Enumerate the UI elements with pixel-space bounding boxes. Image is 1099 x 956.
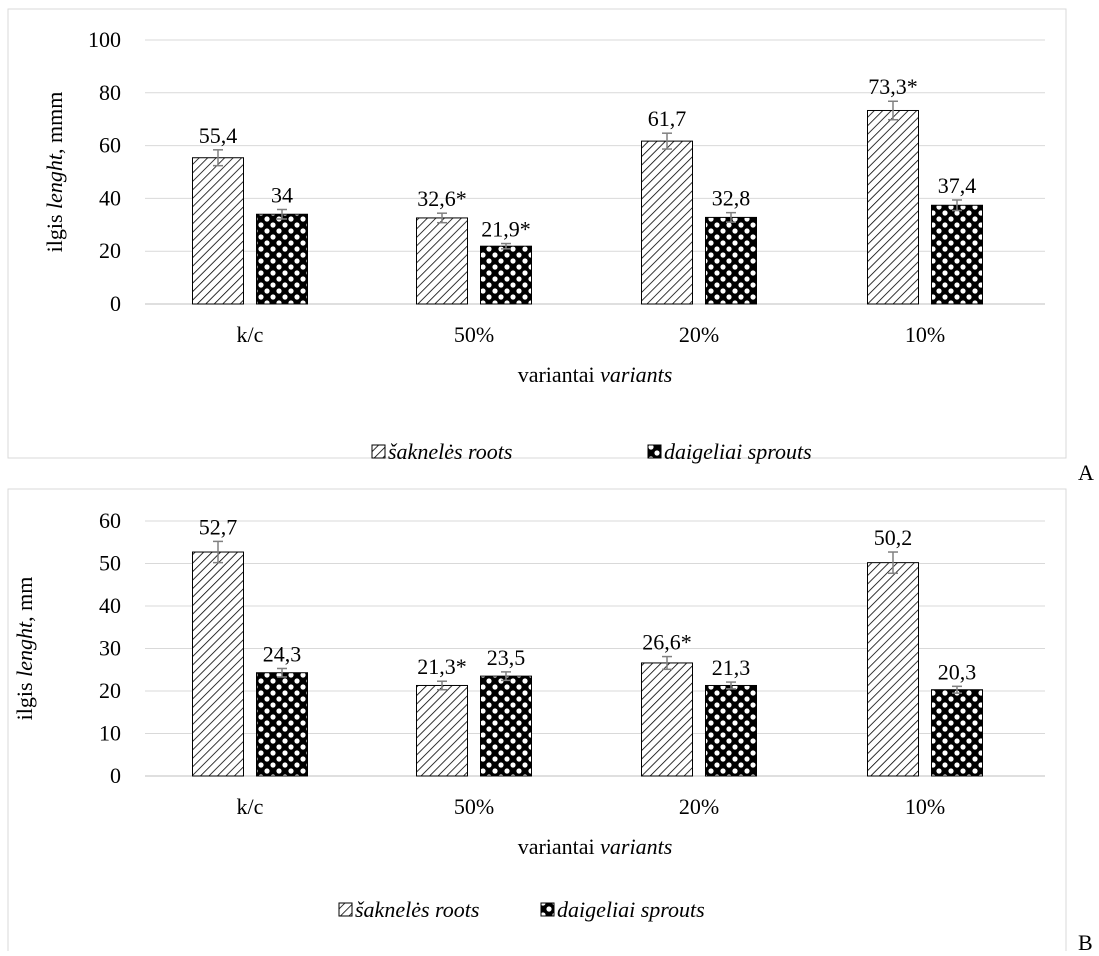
- y-tick-label: 50: [99, 551, 121, 576]
- bar-sprouts: [256, 213, 308, 305]
- y-tick-label: 10: [99, 721, 121, 746]
- panel-label-b: B: [1078, 930, 1093, 955]
- bar-roots: [867, 109, 919, 305]
- x-tick-label: 10%: [905, 322, 945, 347]
- y-tick-label: 20: [99, 238, 121, 263]
- x-tick-label: 50%: [454, 794, 494, 819]
- bar-roots: [192, 157, 244, 305]
- y-tick-label: 80: [99, 80, 121, 105]
- data-label: 55,4: [199, 123, 238, 148]
- y-tick-label: 60: [99, 133, 121, 158]
- x-tick-label: k/c: [237, 322, 264, 347]
- bar-sprouts: [931, 689, 983, 777]
- data-label: 50,2: [874, 525, 913, 550]
- legend-label-sprouts: daigeliai sprouts: [664, 439, 812, 464]
- x-axis-title: variantai variants: [518, 834, 673, 859]
- data-label: 32,8: [712, 186, 751, 211]
- bar-sprouts: [256, 672, 308, 777]
- data-label: 21,3*: [417, 654, 467, 679]
- bar-roots: [867, 562, 919, 777]
- bar-sprouts: [705, 684, 757, 777]
- y-axis-title: ilgis lenght, mm: [12, 577, 37, 721]
- legend-label-sprouts: daigeliai sprouts: [557, 897, 705, 922]
- data-label: 23,5: [487, 645, 526, 670]
- data-label: 32,6*: [417, 186, 467, 211]
- x-tick-label: k/c: [237, 794, 264, 819]
- y-tick-label: 20: [99, 678, 121, 703]
- y-tick-label: 60: [99, 508, 121, 533]
- legend-swatch-sprouts: [647, 444, 662, 459]
- y-tick-label: 0: [110, 763, 121, 788]
- data-label: 21,9*: [481, 217, 531, 242]
- bar-sprouts: [480, 245, 532, 305]
- bar-sprouts: [931, 204, 983, 305]
- x-tick-label: 20%: [679, 794, 719, 819]
- legend-label-roots: šaknelės roots: [355, 897, 479, 922]
- y-axis-title: ilgis lenght, mmm: [42, 92, 67, 253]
- bar-roots: [641, 662, 693, 777]
- chart-panel-b: 0 10 20 30 40 50 60 ilgis lenght, mm k/c 50% 20% 10…: [7, 488, 1067, 951]
- legend-swatch-roots: [338, 902, 353, 917]
- data-label: 20,3: [938, 659, 977, 684]
- x-tick-label: 50%: [454, 322, 494, 347]
- data-label: 34: [271, 182, 293, 207]
- bar-roots: [416, 684, 468, 777]
- y-tick-label: 40: [99, 593, 121, 618]
- bar-roots: [641, 140, 693, 305]
- legend-swatch-roots: [371, 444, 386, 459]
- x-tick-label: 20%: [679, 322, 719, 347]
- data-label: 52,7: [199, 514, 238, 539]
- data-label: 21,3: [712, 655, 751, 680]
- y-tick-label: 30: [99, 636, 121, 661]
- data-label: 37,4: [938, 173, 977, 198]
- chart-panel-a: 0 20 40 60 80 100 ilgis lenght, mmm k/c 50% 20% 10…: [7, 8, 1067, 464]
- bar-sprouts: [480, 675, 532, 777]
- y-tick-label: 40: [99, 185, 121, 210]
- data-label: 73,3*: [868, 74, 918, 99]
- y-tick-label: 0: [110, 291, 121, 316]
- y-tick-label: 100: [88, 27, 121, 52]
- legend-swatch-sprouts: [540, 902, 555, 917]
- bar-roots: [192, 551, 244, 777]
- panel-label-a: A: [1078, 460, 1094, 485]
- data-label: 26,6*: [642, 630, 692, 655]
- bar-roots: [416, 217, 468, 305]
- x-tick-label: 10%: [905, 794, 945, 819]
- x-axis-title: variantai variants: [518, 362, 673, 387]
- legend-label-roots: šaknelės roots: [388, 439, 512, 464]
- data-label: 61,7: [648, 106, 687, 131]
- bar-sprouts: [705, 216, 757, 305]
- data-label: 24,3: [263, 641, 302, 666]
